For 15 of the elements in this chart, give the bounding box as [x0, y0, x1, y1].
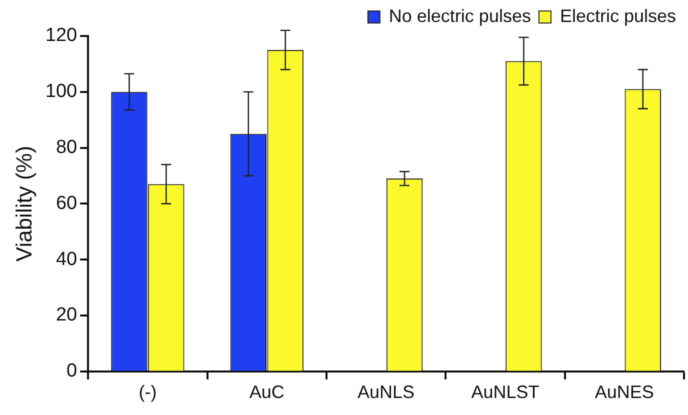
x-tick-label: AuC	[249, 382, 284, 402]
y-tick-label: 100	[45, 81, 78, 102]
legend-label: Electric pulses	[560, 6, 676, 26]
x-tick-label: AuNLS	[358, 382, 415, 402]
x-tick-label: AuNES	[594, 382, 654, 402]
y-tick-label: 60	[56, 192, 78, 214]
x-tick-label: (-)	[138, 382, 157, 402]
x-tick-label: AuNLST	[471, 382, 540, 402]
legend-label: No electric pulses	[388, 6, 531, 26]
y-tick-label: 40	[56, 248, 78, 270]
y-tick-label: 0	[66, 360, 78, 382]
y-tick-label: 20	[56, 304, 78, 326]
y-tick-label: 80	[56, 137, 78, 158]
y-tick-label: 120	[45, 25, 78, 46]
y-axis-title: Viability (%)	[11, 146, 36, 262]
